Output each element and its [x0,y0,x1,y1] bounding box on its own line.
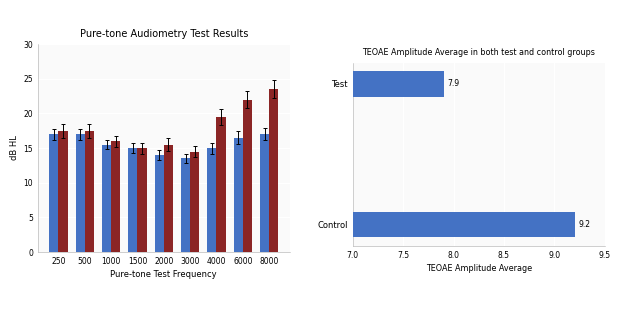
Title: TEOAE Amplitude Average in both test and control groups: TEOAE Amplitude Average in both test and… [362,48,595,57]
Bar [102,145,111,252]
Bar [0,212,575,238]
Bar [269,89,278,252]
Bar [85,131,94,252]
Bar [0,71,444,97]
Bar [217,117,226,252]
Bar [49,134,59,252]
Bar [243,100,252,252]
Bar [164,145,173,252]
Bar [207,148,217,252]
Text: 7.9: 7.9 [447,79,460,89]
Bar [59,131,67,252]
Title: Pure-tone Audiometry Test Results: Pure-tone Audiometry Test Results [79,29,248,39]
Bar [190,152,199,252]
Bar [111,141,120,252]
Bar [234,138,243,252]
Bar [181,158,190,252]
Text: 9.2: 9.2 [578,220,590,229]
X-axis label: Pure-tone Test Frequency: Pure-tone Test Frequency [110,270,217,279]
Bar [76,134,85,252]
Bar [137,148,147,252]
Bar [154,155,164,252]
Bar [260,134,269,252]
Bar [129,148,137,252]
Y-axis label: dB HL: dB HL [10,136,19,160]
X-axis label: TEOAE Amplitude Average: TEOAE Amplitude Average [426,264,532,273]
